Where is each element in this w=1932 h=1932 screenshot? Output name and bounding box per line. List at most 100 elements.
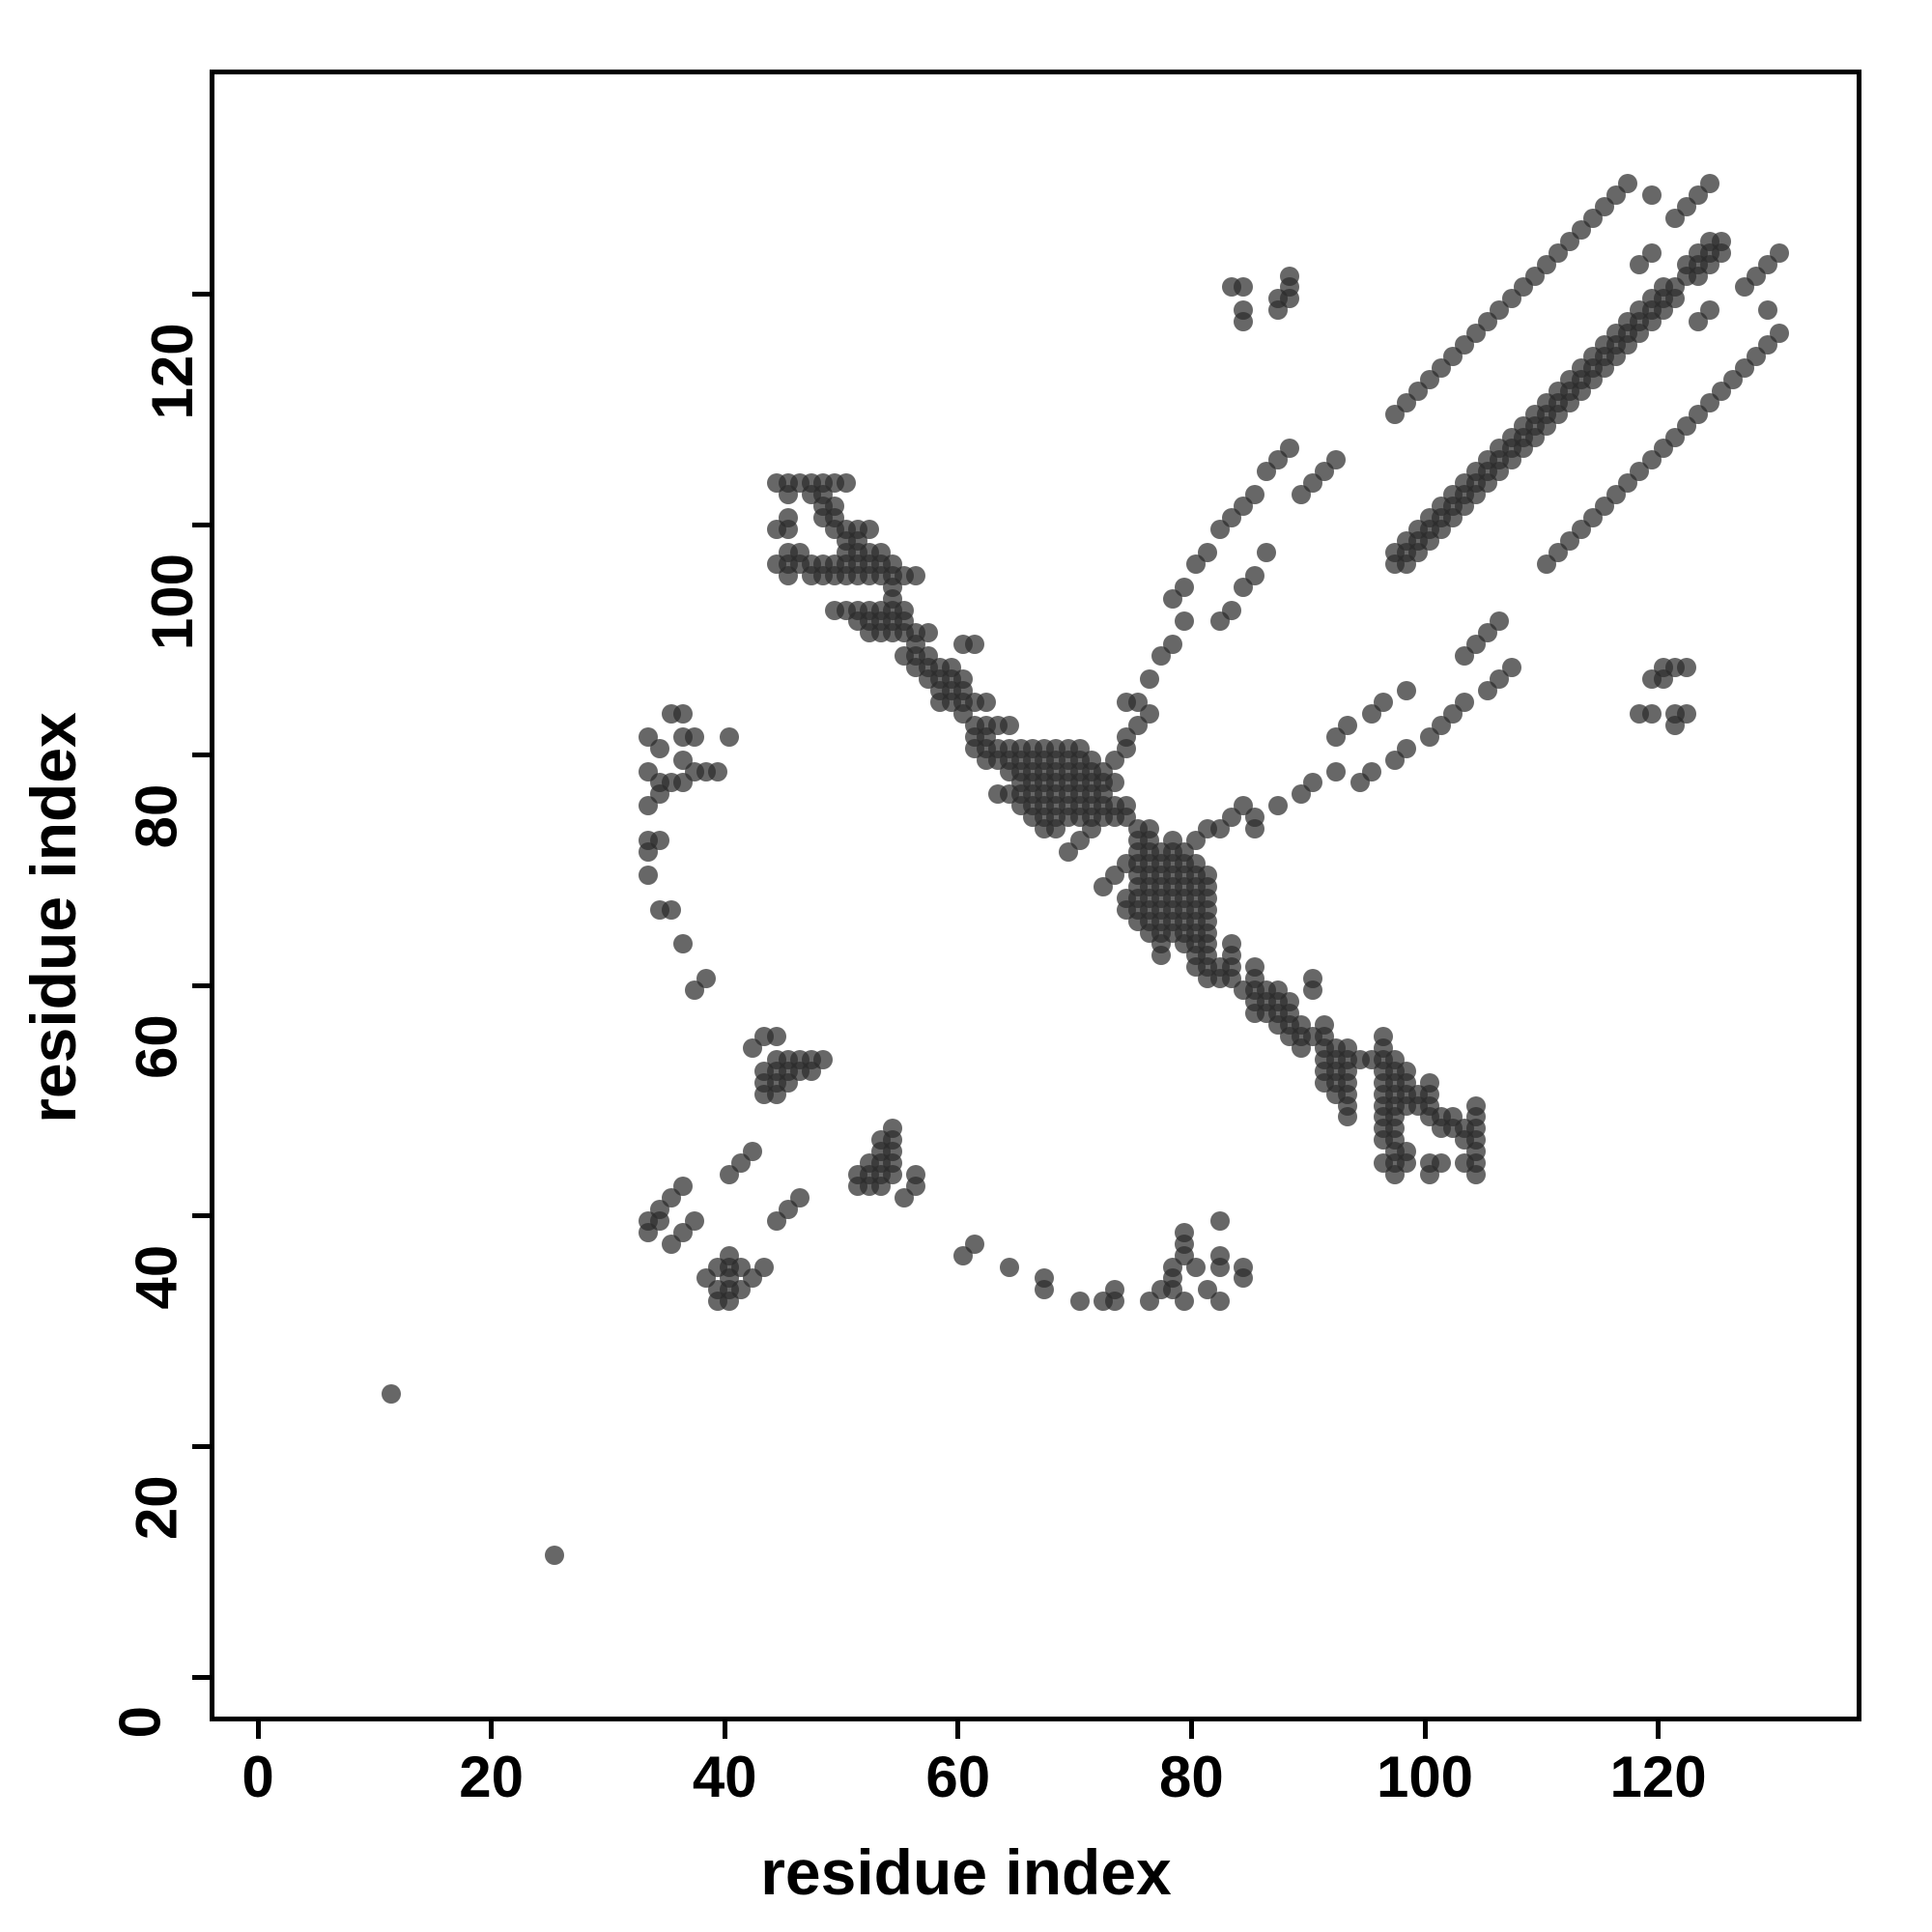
y-axis-label: residue index: [17, 712, 89, 1123]
data-point: [1653, 669, 1673, 690]
data-point: [1221, 934, 1241, 954]
data-point: [1233, 796, 1253, 816]
data-point: [1303, 773, 1323, 793]
x-tick-label: 20: [459, 1745, 524, 1809]
data-point: [1209, 611, 1230, 632]
x-tick-label: 60: [925, 1745, 991, 1809]
data-point: [1466, 1153, 1487, 1174]
y-tick-label: 120: [140, 323, 206, 420]
data-point: [1326, 450, 1347, 470]
data-point: [649, 831, 669, 851]
data-point: [1163, 635, 1183, 655]
data-point: [1455, 692, 1475, 712]
data-point: [778, 508, 798, 528]
y-tick-label: 80: [124, 783, 189, 849]
data-point: [1198, 542, 1218, 562]
data-point: [1151, 842, 1172, 863]
data-point: [672, 934, 693, 954]
y-tick-label: 20: [124, 1475, 189, 1541]
data-point: [1396, 738, 1416, 758]
y-tick-label: 60: [124, 1014, 189, 1079]
data-point: [649, 1210, 669, 1231]
data-point: [1466, 1130, 1487, 1151]
x-tick-mark: [1656, 1721, 1662, 1739]
data-point: [1618, 174, 1638, 194]
data-point: [1641, 703, 1662, 724]
data-point: [1303, 1026, 1323, 1046]
data-point: [883, 1119, 903, 1139]
y-tick-mark: [192, 1443, 210, 1449]
data-point: [883, 577, 903, 597]
x-tick-mark: [1422, 1721, 1428, 1739]
y-tick-label: 40: [124, 1244, 189, 1310]
data-point: [1244, 485, 1264, 505]
data-point: [1175, 577, 1195, 597]
x-tick-mark: [489, 1721, 495, 1739]
plot-area: [210, 70, 1861, 1721]
data-point: [545, 1545, 564, 1565]
data-point: [684, 726, 704, 747]
data-point: [754, 1257, 775, 1277]
data-point: [778, 473, 798, 494]
data-point: [1699, 174, 1719, 194]
data-point: [952, 703, 973, 724]
data-point: [672, 1177, 693, 1196]
data-point: [1069, 1292, 1090, 1312]
data-point: [1501, 658, 1521, 678]
data-point: [1209, 1210, 1230, 1231]
data-point: [1326, 761, 1347, 781]
data-point: [1093, 784, 1113, 805]
data-point: [1490, 611, 1510, 632]
data-point: [1140, 669, 1160, 690]
data-point: [743, 1142, 763, 1162]
data-point: [1000, 1257, 1020, 1277]
x-tick-label: 40: [692, 1745, 757, 1809]
data-point: [638, 761, 658, 781]
data-point: [708, 761, 728, 781]
data-point: [1361, 703, 1381, 724]
data-point: [1175, 1222, 1195, 1242]
y-tick-mark: [192, 522, 210, 527]
data-point: [1256, 542, 1276, 562]
x-tick-mark: [255, 1721, 261, 1739]
data-point: [743, 1037, 763, 1058]
data-point: [696, 969, 717, 989]
data-point: [906, 1165, 926, 1185]
x-tick-label: 100: [1376, 1745, 1474, 1809]
data-point: [1116, 738, 1136, 758]
y-tick-mark: [192, 1213, 210, 1219]
data-point: [1466, 1095, 1487, 1116]
data-point: [1396, 1142, 1416, 1162]
data-point: [1770, 242, 1790, 263]
data-point: [684, 1210, 704, 1231]
x-tick-mark: [955, 1721, 961, 1739]
data-point: [1140, 1292, 1160, 1312]
data-point: [638, 865, 658, 885]
data-point: [1209, 1245, 1230, 1265]
data-point: [1104, 1280, 1124, 1300]
data-point: [906, 635, 926, 655]
data-point: [1407, 1095, 1428, 1116]
x-axis-label: residue index: [760, 1836, 1172, 1908]
data-point: [1128, 819, 1148, 839]
data-point: [906, 565, 926, 585]
data-point: [1676, 658, 1696, 678]
data-point: [976, 692, 996, 712]
data-point: [1233, 980, 1253, 1001]
x-tick-label: 120: [1609, 1745, 1707, 1809]
data-point: [1758, 300, 1778, 321]
data-point: [837, 530, 856, 551]
y-tick-mark: [192, 1674, 210, 1680]
data-point: [1081, 819, 1101, 839]
data-point: [1116, 853, 1136, 873]
data-point: [1664, 289, 1685, 309]
data-point: [837, 473, 856, 494]
data-point: [1116, 888, 1136, 908]
data-point: [1303, 969, 1323, 989]
data-point: [1233, 277, 1253, 298]
data-point: [638, 796, 658, 816]
data-point: [766, 1026, 786, 1046]
data-point: [1198, 819, 1218, 839]
data-point: [1432, 1153, 1452, 1174]
y-tick-mark: [192, 982, 210, 988]
